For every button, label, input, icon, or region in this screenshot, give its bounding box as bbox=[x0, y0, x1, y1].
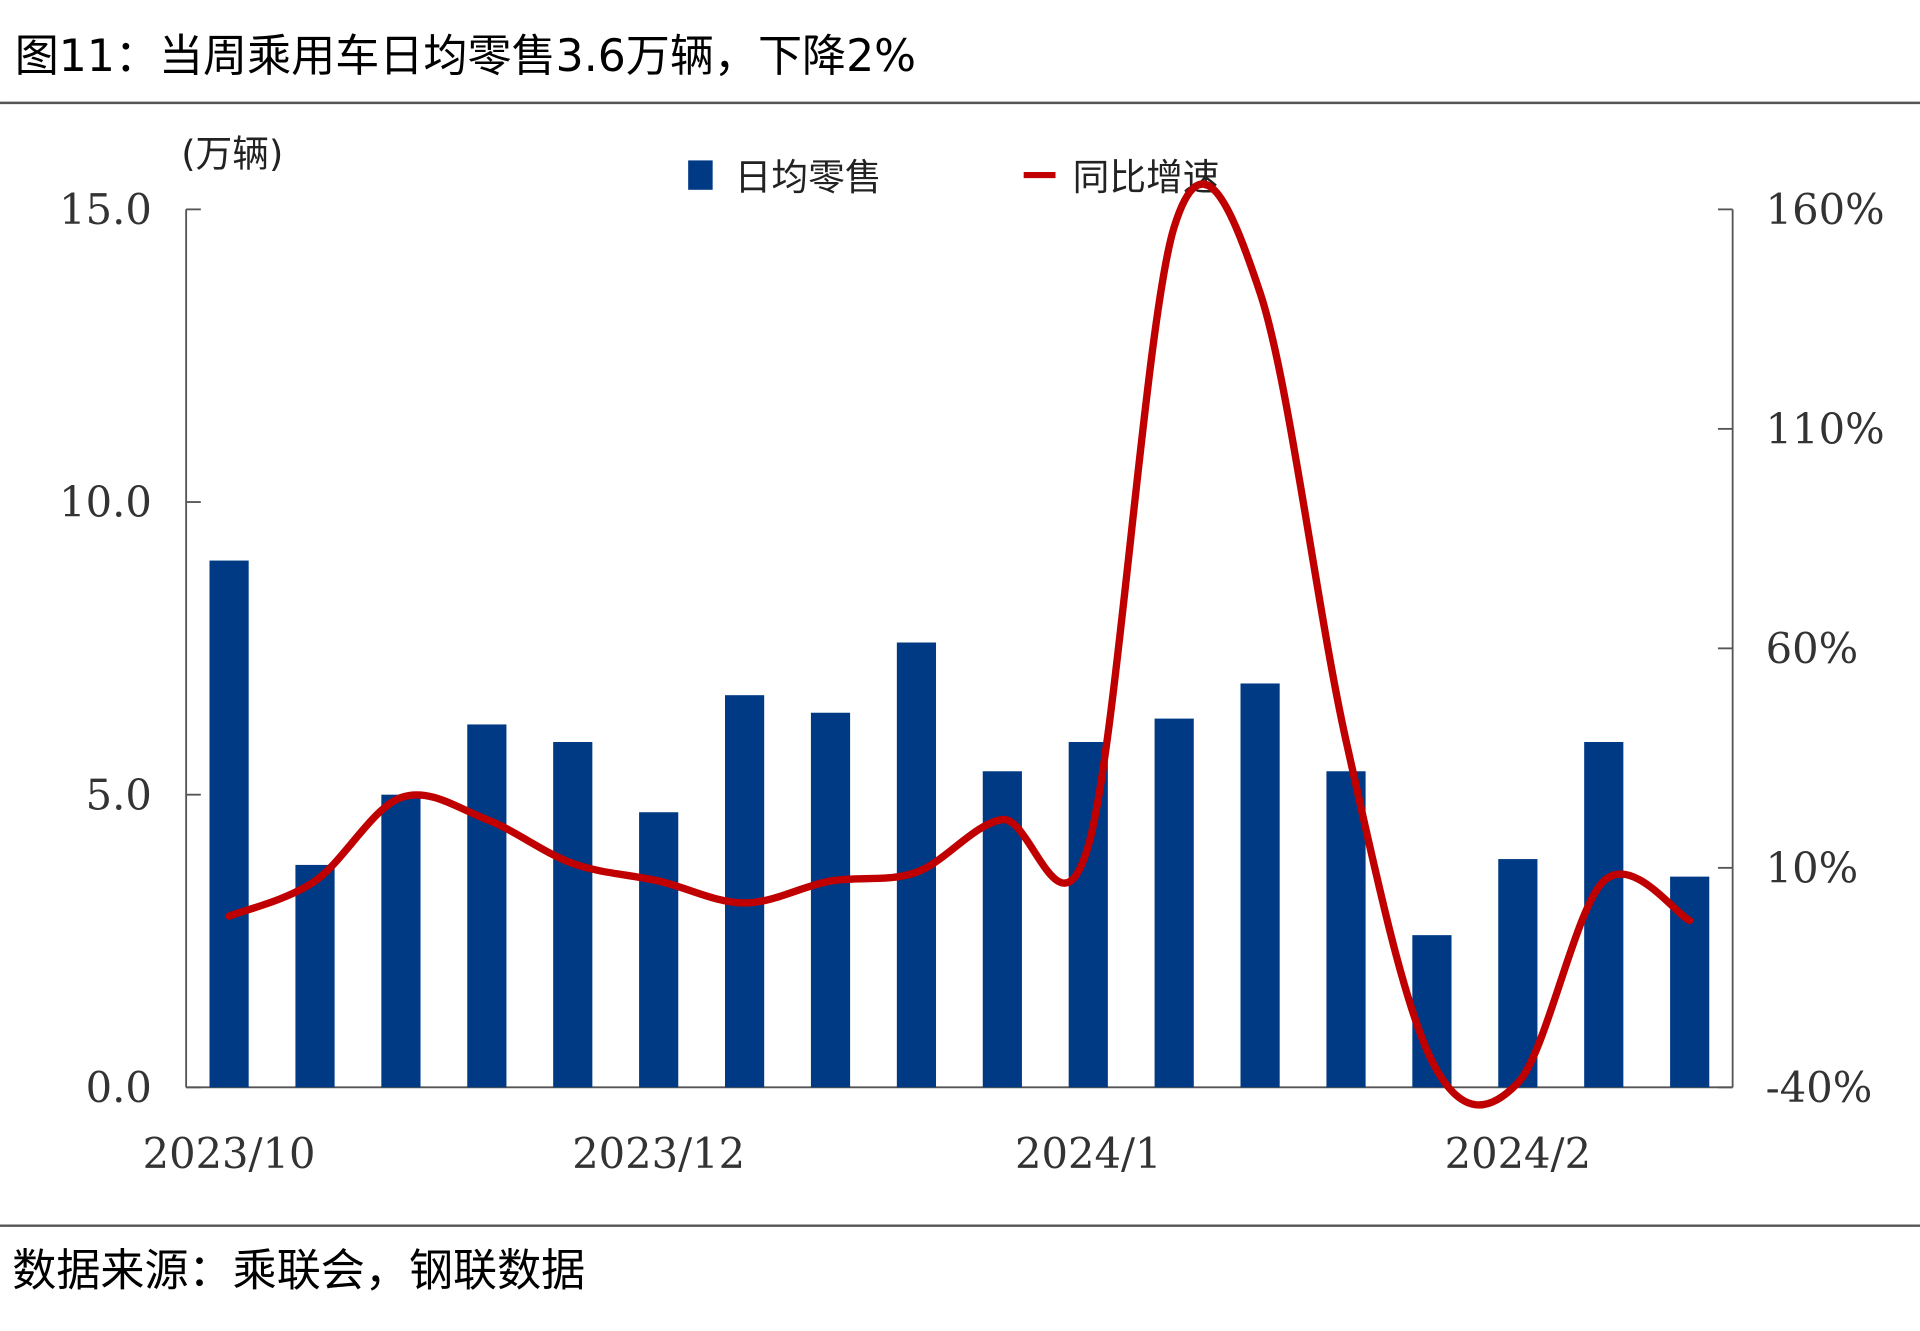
yoy-line bbox=[225, 180, 1694, 1109]
legend-line-label: 同比增速 bbox=[1073, 156, 1220, 199]
x-tick-label: 2023/10 bbox=[143, 1129, 316, 1178]
bar bbox=[810, 712, 851, 1088]
bar bbox=[1498, 859, 1538, 1088]
left-tick-label: 10.0 bbox=[59, 478, 152, 527]
x-tick-label: 2024/1 bbox=[1015, 1129, 1161, 1178]
tick-labels: 0.0 5.0 10.0 15.0 -40% 10% 60% 110% 160% 2023/10 2… bbox=[59, 185, 1885, 1178]
bar-series bbox=[209, 560, 1710, 1088]
axes bbox=[185, 208, 1734, 1089]
left-tick-label: 5.0 bbox=[86, 770, 152, 819]
legend: 日均零售 同比增速 bbox=[688, 156, 1220, 199]
left-tick-label: 15.0 bbox=[59, 185, 152, 234]
bar bbox=[209, 560, 249, 1088]
right-tick-label: -40% bbox=[1766, 1063, 1873, 1112]
bar bbox=[467, 724, 507, 1088]
bar bbox=[1240, 683, 1280, 1088]
bar bbox=[1326, 771, 1366, 1088]
chart-title: 图11：当周乘用车日均零售3.6万辆，下降2% bbox=[15, 31, 916, 82]
bar bbox=[725, 695, 765, 1088]
bar bbox=[1154, 718, 1194, 1088]
unit-label: (万辆) bbox=[181, 133, 283, 176]
right-tick-label: 10% bbox=[1766, 844, 1859, 893]
right-tick-label: 160% bbox=[1766, 185, 1885, 234]
bar bbox=[639, 812, 679, 1088]
bar bbox=[1584, 742, 1624, 1088]
right-tick-label: 60% bbox=[1766, 624, 1859, 673]
x-tick-label: 2024/2 bbox=[1445, 1129, 1591, 1178]
source-note: 数据来源：乘联会，钢联数据 bbox=[12, 1246, 585, 1297]
bar bbox=[295, 864, 335, 1088]
left-tick-label: 0.0 bbox=[86, 1063, 152, 1112]
legend-bar-swatch bbox=[688, 160, 713, 190]
bar bbox=[553, 742, 593, 1088]
bar bbox=[381, 794, 421, 1088]
right-tick-label: 110% bbox=[1766, 405, 1885, 454]
x-tick-label: 2023/12 bbox=[572, 1129, 745, 1178]
legend-bar-label: 日均零售 bbox=[735, 156, 882, 199]
